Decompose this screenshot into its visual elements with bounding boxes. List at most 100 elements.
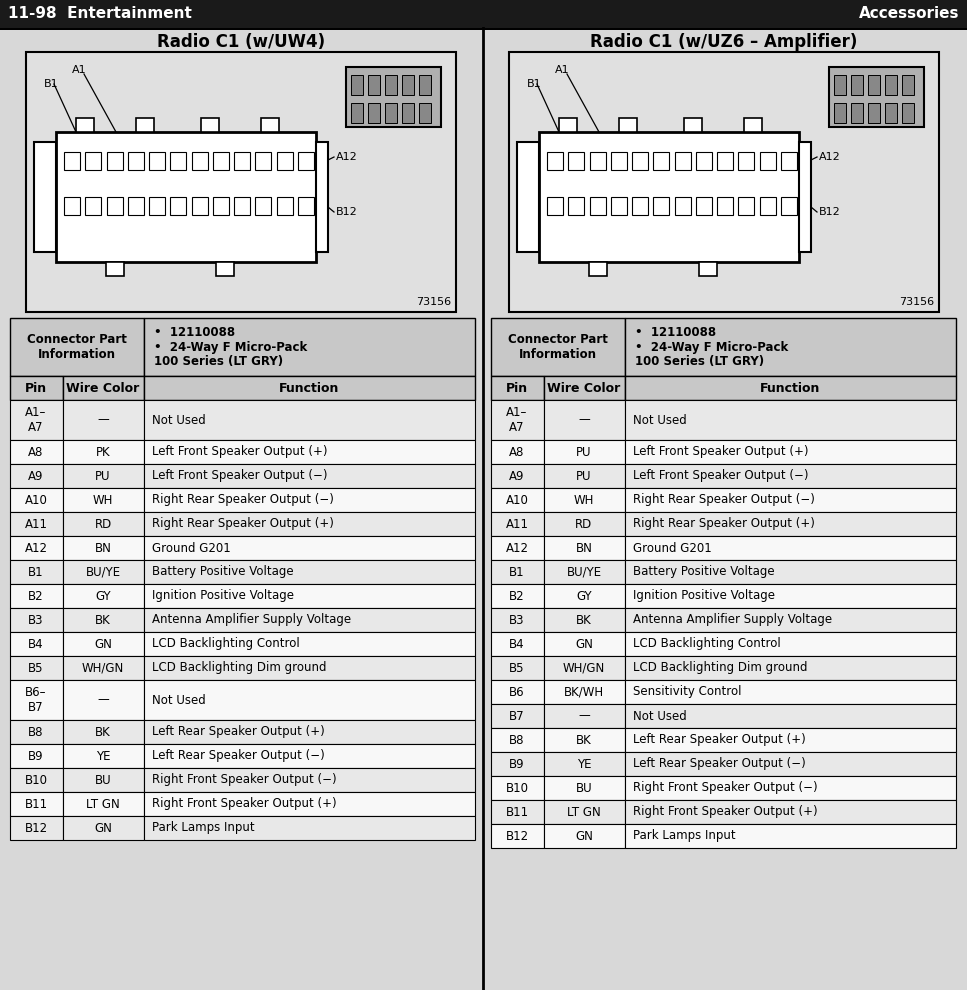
Bar — [632, 197, 648, 215]
Text: RD: RD — [95, 518, 111, 531]
Text: B2: B2 — [28, 589, 44, 603]
Bar — [625, 800, 956, 824]
Text: Antenna Amplifier Supply Voltage: Antenna Amplifier Supply Voltage — [633, 614, 833, 627]
Text: GY: GY — [576, 589, 592, 603]
Bar — [491, 608, 544, 632]
Bar — [491, 488, 544, 512]
Text: BN: BN — [95, 542, 111, 554]
Text: A9: A9 — [28, 469, 44, 482]
Text: Radio C1 (w/UZ6 – Amplifier): Radio C1 (w/UZ6 – Amplifier) — [590, 33, 858, 51]
Bar — [589, 262, 607, 276]
Text: B11: B11 — [24, 798, 47, 811]
Bar — [491, 464, 544, 488]
Bar — [834, 103, 846, 123]
Text: B6: B6 — [510, 685, 525, 699]
Bar — [625, 824, 956, 848]
Text: 73156: 73156 — [899, 297, 934, 307]
Text: Not Used: Not Used — [633, 710, 687, 723]
Bar — [149, 197, 165, 215]
Bar — [611, 152, 627, 170]
Text: LCD Backlighting Dim ground: LCD Backlighting Dim ground — [152, 661, 327, 674]
Bar — [144, 318, 475, 376]
Text: A1: A1 — [555, 65, 570, 75]
Bar — [277, 152, 293, 170]
Text: B10: B10 — [24, 773, 47, 786]
Text: Left Rear Speaker Output (+): Left Rear Speaker Output (+) — [152, 726, 325, 739]
Text: Park Lamps Input: Park Lamps Input — [633, 830, 736, 842]
Text: LCD Backlighting Dim ground: LCD Backlighting Dim ground — [633, 661, 807, 674]
Bar — [547, 197, 563, 215]
Bar — [63, 792, 144, 816]
Text: B1: B1 — [28, 565, 44, 578]
Bar — [10, 720, 63, 744]
Bar — [419, 103, 431, 123]
Text: BN: BN — [575, 542, 593, 554]
Text: Connector Part
Information: Connector Part Information — [27, 333, 127, 361]
Bar — [63, 536, 144, 560]
Text: WH: WH — [93, 493, 113, 507]
Bar — [491, 824, 544, 848]
Bar — [144, 560, 475, 584]
Bar — [144, 792, 475, 816]
Text: B8: B8 — [510, 734, 525, 746]
Bar — [144, 768, 475, 792]
Bar — [696, 152, 712, 170]
Bar — [590, 197, 605, 215]
Text: PU: PU — [96, 469, 111, 482]
Bar — [10, 792, 63, 816]
Bar — [419, 75, 431, 95]
Bar — [547, 152, 563, 170]
Text: Ignition Positive Voltage: Ignition Positive Voltage — [152, 589, 294, 603]
Bar — [10, 816, 63, 840]
Bar — [834, 75, 846, 95]
Bar — [10, 680, 63, 720]
Bar — [10, 440, 63, 464]
Bar — [10, 768, 63, 792]
Text: Wire Color: Wire Color — [67, 381, 139, 394]
Bar — [625, 632, 956, 656]
Bar — [213, 152, 229, 170]
Bar — [902, 103, 914, 123]
Bar — [799, 142, 811, 252]
Bar — [744, 118, 762, 132]
Text: B1: B1 — [44, 79, 59, 89]
Text: Ground G201: Ground G201 — [633, 542, 712, 554]
Text: B1: B1 — [510, 565, 525, 578]
Text: LT GN: LT GN — [86, 798, 120, 811]
Bar — [10, 632, 63, 656]
Bar — [544, 632, 625, 656]
Text: YE: YE — [96, 749, 110, 762]
Text: —: — — [97, 414, 109, 427]
Bar — [63, 584, 144, 608]
Bar — [625, 608, 956, 632]
Bar — [144, 584, 475, 608]
Text: Antenna Amplifier Supply Voltage: Antenna Amplifier Supply Voltage — [152, 614, 351, 627]
Bar — [491, 632, 544, 656]
Bar — [760, 152, 776, 170]
Text: B1: B1 — [527, 79, 542, 89]
Text: B2: B2 — [510, 589, 525, 603]
Bar — [625, 464, 956, 488]
Bar — [10, 608, 63, 632]
Bar — [544, 680, 625, 704]
Bar — [632, 152, 648, 170]
Bar — [85, 197, 102, 215]
Bar — [76, 118, 94, 132]
Text: Right Front Speaker Output (+): Right Front Speaker Output (+) — [633, 806, 818, 819]
Bar — [298, 197, 314, 215]
Text: B9: B9 — [510, 757, 525, 770]
Bar — [868, 75, 880, 95]
Bar — [544, 464, 625, 488]
Text: B9: B9 — [28, 749, 44, 762]
Bar — [491, 680, 544, 704]
Bar — [144, 464, 475, 488]
Text: BU: BU — [575, 781, 593, 795]
Text: B4: B4 — [28, 638, 44, 650]
Text: •  12110088
•  24-Way F Micro-Pack
100 Series (LT GRY): • 12110088 • 24-Way F Micro-Pack 100 Ser… — [635, 326, 788, 368]
Bar — [569, 152, 584, 170]
Bar — [559, 118, 577, 132]
Text: BK: BK — [95, 726, 111, 739]
Bar — [144, 720, 475, 744]
Text: Ground G201: Ground G201 — [152, 542, 231, 554]
Text: A8: A8 — [28, 446, 44, 458]
